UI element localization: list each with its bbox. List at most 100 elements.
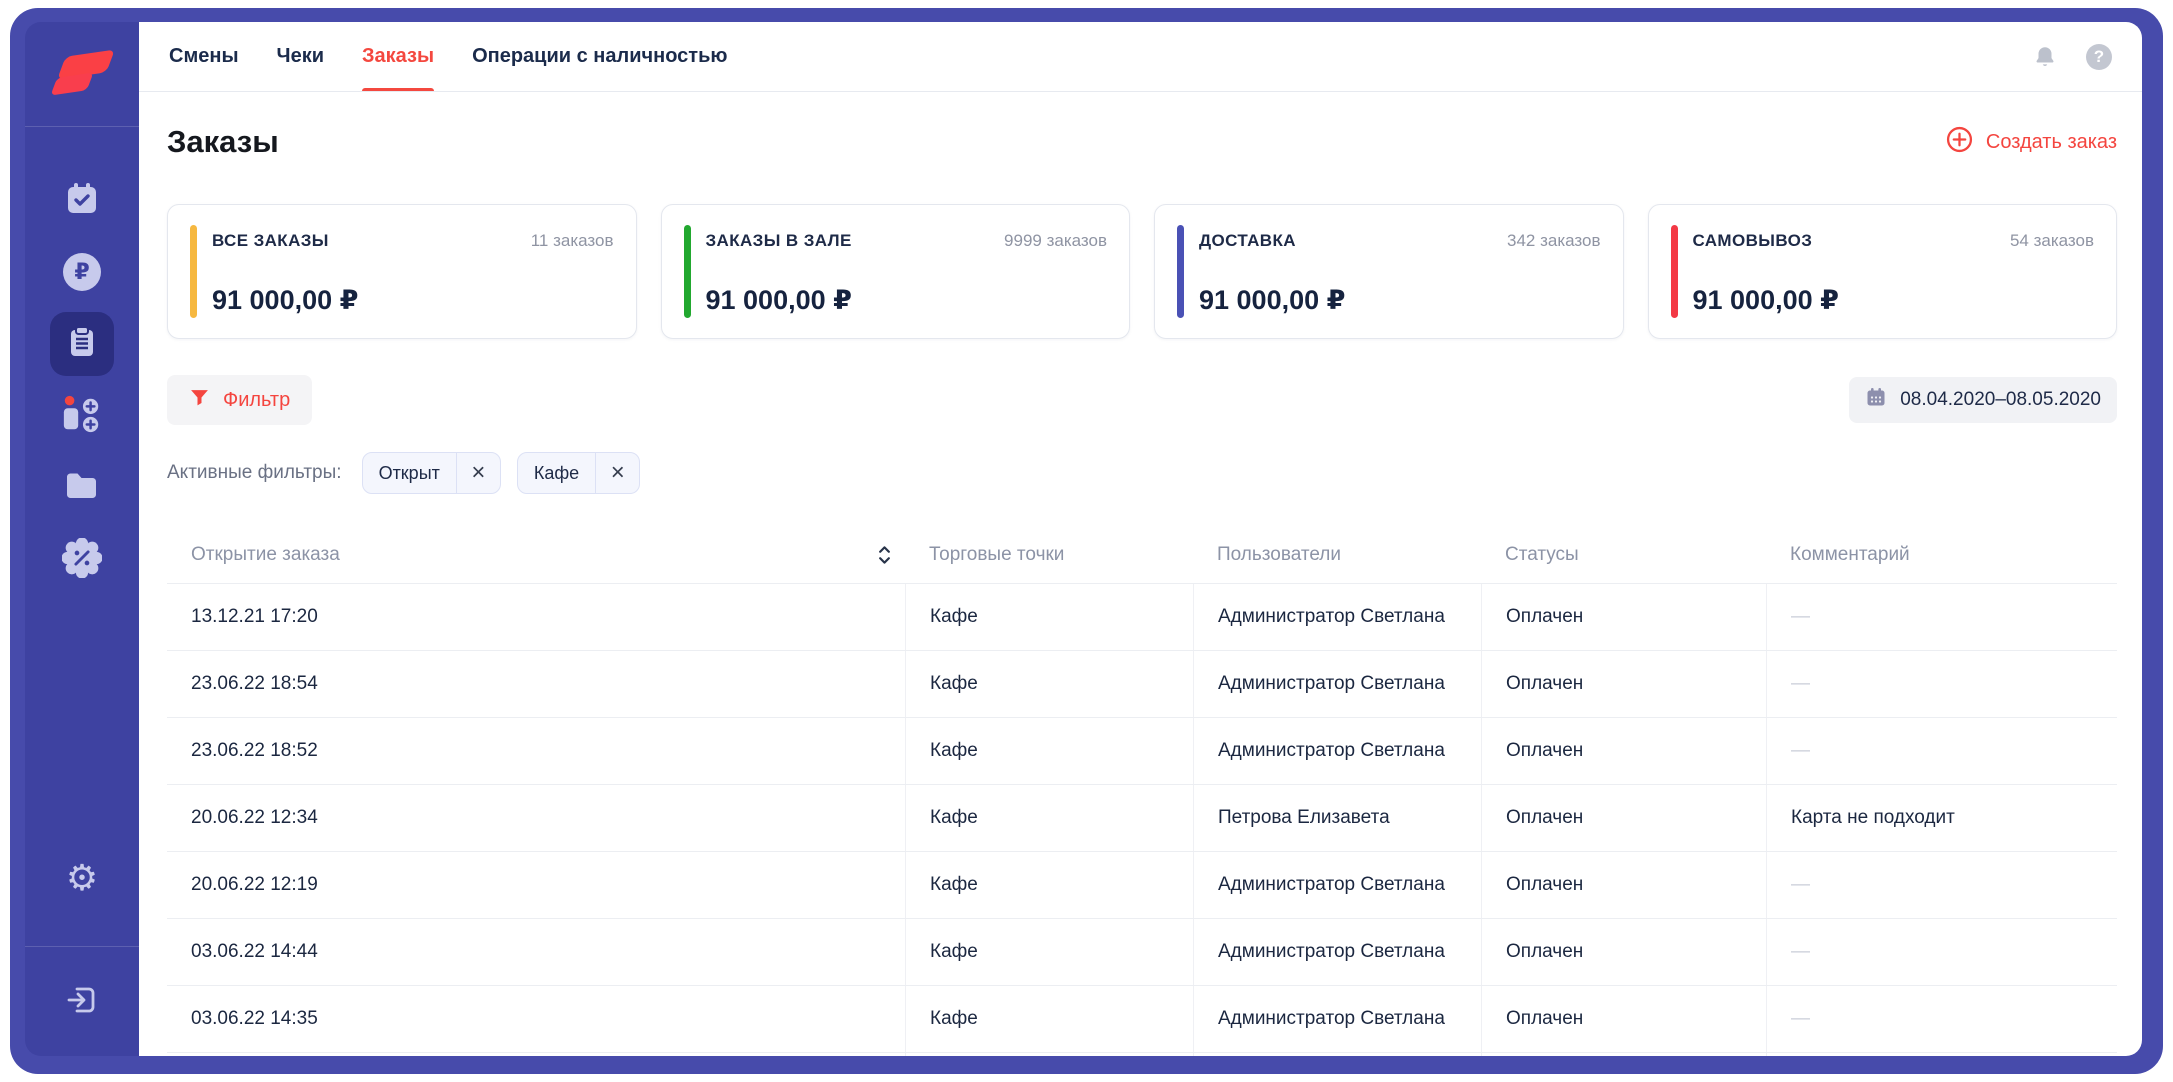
brand-logo-icon (50, 47, 115, 101)
cell-user: Администратор Светлана (1193, 584, 1481, 650)
card-amount: 91 000,00 ₽ (1199, 285, 1346, 315)
table-row[interactable]: 03.06.22 14:35 Кафе Администратор Светла… (167, 985, 2117, 1052)
sort-icon[interactable] (878, 544, 891, 566)
table-row[interactable]: 20.06.22 12:34 Кафе Петрова Елизавета Оп… (167, 784, 2117, 851)
cell-status: Оплачен (1481, 785, 1766, 851)
card-pickup[interactable]: САМОВЫВОЗ 54 заказов 91 000,00 ₽ (1647, 204, 2117, 339)
cell-status: Оплачен (1481, 852, 1766, 918)
cell-status: Оплачен (1481, 651, 1766, 717)
cell-comment: — (1766, 919, 2117, 985)
create-order-button[interactable]: Создать заказ (1946, 126, 2117, 159)
cell-outlet: Кафе (905, 584, 1193, 650)
tab-bar: Смены Чеки Заказы Операции с наличностью (169, 22, 727, 91)
plus-circle-icon (1946, 126, 1973, 159)
bell-icon[interactable] (2032, 44, 2058, 70)
cell-outlet: Кафе (905, 651, 1193, 717)
sidebar-divider (25, 126, 139, 127)
card-accent-bar (683, 225, 691, 318)
date-range-picker[interactable]: 08.04.2020–08.05.2020 (1849, 377, 2117, 423)
cell-comment: — (1766, 852, 2117, 918)
active-filters-label: Активные фильтры: (167, 462, 342, 483)
cell-user: Администратор Светлана (1193, 919, 1481, 985)
filter-button[interactable]: Фильтр (167, 375, 313, 425)
filter-chip-cafe: Кафе × (516, 452, 641, 494)
cell-opened: 20.06.22 12:19 (191, 874, 318, 895)
table-row[interactable]: 03.06.22 14:44 Кафе Администратор Светла… (167, 918, 2117, 985)
cell-user: Администратор Светлана (1193, 852, 1481, 918)
cell-outlet: Кафе (905, 718, 1193, 784)
sidebar-item-finance[interactable]: ₽ (50, 240, 114, 304)
sidebar-item-logout[interactable] (50, 970, 114, 1034)
filter-chip-open: Открыт × (361, 452, 501, 494)
app-logo[interactable] (25, 22, 139, 126)
table-row[interactable]: 20.06.22 12:19 Кафе Администратор Светла… (167, 851, 2117, 918)
card-count: 9999 заказов (1004, 231, 1107, 250)
percent-badge-icon (61, 536, 103, 583)
cell-opened: 03.06.22 14:44 (191, 941, 318, 962)
cell-status: Оплачен (1481, 718, 1766, 784)
clipboard-icon (64, 324, 100, 365)
column-header-users: Пользователи (1217, 544, 1342, 565)
table-row[interactable]: 23.06.22 18:54 Кафе Администратор Светла… (167, 650, 2117, 717)
cell-user: Петрова Елизавета (1193, 785, 1481, 851)
column-header-opened[interactable]: Открытие заказа (167, 544, 905, 566)
ruble-coin-icon: ₽ (63, 253, 101, 291)
main-panel: Смены Чеки Заказы Операции с наличностью… (139, 22, 2142, 1056)
table-row[interactable]: 13.12.21 17:20 Кафе Администратор Светла… (167, 583, 2117, 650)
tab-cash-operations[interactable]: Операции с наличностью (472, 45, 728, 67)
cell-status: Оплачен (1481, 919, 1766, 985)
tab-receipts[interactable]: Чеки (276, 45, 325, 67)
cell-comment: — (1766, 718, 2117, 784)
cell-opened: 13.12.21 17:20 (191, 606, 318, 627)
table-row[interactable]: 23.06.22 18:52 Кафе Администратор Светла… (167, 717, 2117, 784)
sidebar-item-settings[interactable]: ⚙ (50, 846, 114, 910)
column-header-statuses: Статусы (1505, 544, 1579, 565)
sidebar-item-documents[interactable] (50, 456, 114, 520)
card-label: ДОСТАВКА (1199, 231, 1296, 250)
close-icon[interactable]: × (595, 453, 639, 493)
card-delivery[interactable]: ДОСТАВКА 342 заказов 91 000,00 ₽ (1154, 204, 1624, 339)
card-count: 54 заказов (2009, 231, 2094, 250)
card-all-orders[interactable]: ВСЕ ЗАКАЗЫ 11 заказов 91 000,00 ₽ (167, 204, 637, 339)
help-icon[interactable]: ? (2086, 43, 2112, 70)
tab-shifts[interactable]: Смены (169, 45, 239, 67)
sidebar-item-orders[interactable] (50, 312, 114, 376)
create-order-label: Создать заказ (1985, 130, 2117, 153)
page-content: Заказы Создать заказ ВСЕ ЗАКАЗЫ (139, 120, 2142, 1056)
sidebar-item-promotions[interactable] (50, 528, 114, 592)
cell-user: Администратор Светлана (1193, 718, 1481, 784)
cell-opened: 03.06.22 14:35 (191, 1008, 318, 1029)
topbar: Смены Чеки Заказы Операции с наличностью… (139, 22, 2142, 92)
column-header-comment: Комментарий (1790, 544, 1910, 565)
card-amount: 91 000,00 ₽ (1692, 285, 1839, 315)
card-label: САМОВЫВОЗ (1692, 231, 1813, 250)
date-range-value: 08.04.2020–08.05.2020 (1900, 389, 2101, 410)
cell-user: Администратор Светлана (1193, 651, 1481, 717)
cell-user: Администратор Светлана (1193, 986, 1481, 1052)
calendar-check-icon (63, 179, 101, 222)
filter-chip-label: Кафе (533, 462, 580, 483)
card-label: ВСЕ ЗАКАЗЫ (212, 231, 329, 250)
cell-outlet: Кафе (905, 785, 1193, 851)
filter-button-label: Фильтр (223, 388, 291, 411)
orders-table: Открытие заказа Торговые точки Пользоват… (167, 527, 2117, 1056)
loyalty-plus-icon (61, 393, 103, 440)
cell-status: Оплачен (1481, 584, 1766, 650)
folder-icon (63, 467, 101, 510)
gear-icon: ⚙ (65, 857, 99, 898)
cell-comment: — (1766, 651, 2117, 717)
logout-icon (65, 983, 99, 1022)
cell-status: Оплачен (1481, 986, 1766, 1052)
sidebar-item-shifts[interactable] (50, 168, 114, 232)
tab-orders[interactable]: Заказы (362, 22, 435, 91)
column-header-label: Открытие заказа (191, 544, 340, 565)
funnel-icon (189, 387, 210, 414)
sidebar-item-loyalty[interactable] (50, 384, 114, 448)
close-icon[interactable]: × (455, 453, 500, 493)
cell-comment: — (1766, 986, 2117, 1052)
card-hall-orders[interactable]: ЗАКАЗЫ В ЗАЛЕ 9999 заказов 91 000,00 ₽ (660, 204, 1130, 339)
card-count: 342 заказов (1507, 231, 1601, 250)
cell-outlet: Кафе (905, 919, 1193, 985)
card-accent-bar (190, 225, 197, 318)
cell-outlet: Кафе (905, 852, 1193, 918)
